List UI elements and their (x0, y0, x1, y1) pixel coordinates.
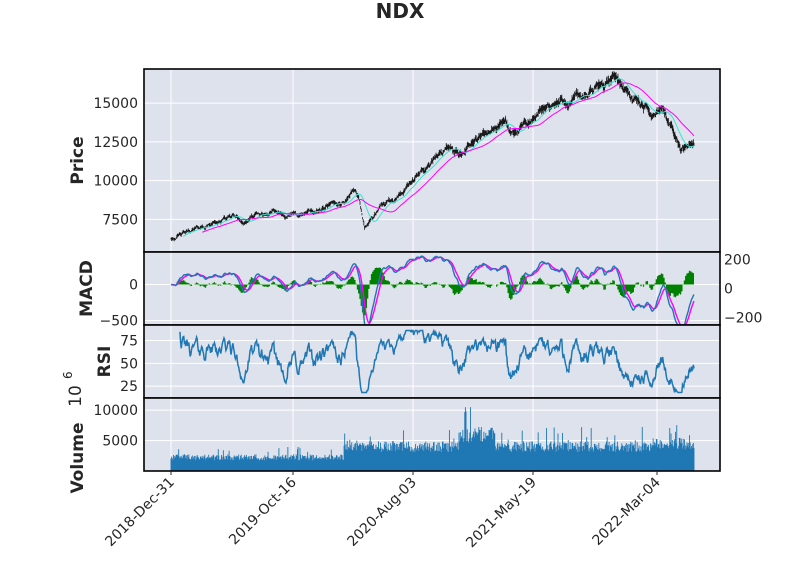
x-tick-label: 2019-Oct-16 (226, 474, 300, 548)
price-y-tick-label: 7500 (102, 212, 138, 228)
volume-frame (143, 397, 721, 472)
volume-panel: 5000 10000 Volume 10 6 (61, 371, 721, 494)
rsi-y-tick-label: 50 (120, 356, 138, 372)
price-ma-long-line (202, 82, 695, 233)
macd-y-tick-label: −500 (100, 314, 138, 330)
macd-right-tick-label: 200 (724, 252, 751, 268)
chart-title: NDX (376, 0, 425, 23)
volume-exponent-base: 10 (66, 385, 86, 407)
macd-panel: −500 0 200 0 −200 MACD (77, 251, 762, 334)
x-tick-label: 2018-Dec-31 (102, 475, 177, 550)
macd-right-tick-label: −200 (724, 311, 762, 327)
rsi-axis-label: RSI (95, 346, 115, 378)
rsi-line (179, 328, 695, 394)
volume-y-tick-label: 5000 (102, 434, 138, 450)
x-tick-label: 2021-May-19 (463, 475, 540, 552)
price-axis-label: Price (68, 136, 88, 184)
macd-right-tick-label: 0 (724, 282, 733, 298)
macd-axis-label: MACD (77, 260, 97, 317)
volume-bars (170, 407, 695, 471)
volume-y-tick-label: 10000 (93, 403, 138, 419)
macd-histogram (171, 267, 695, 316)
x-tick-label: 2022-Mar-04 (590, 474, 664, 548)
volume-axis-label: Volume (68, 422, 88, 493)
price-panel: 7500 10000 12500 15000 Price (68, 68, 721, 253)
price-y-tick-label: 10000 (93, 174, 138, 190)
price-y-tick-label: 15000 (93, 96, 138, 112)
rsi-panel: 25 50 75 RSI (95, 324, 721, 399)
rsi-y-tick-label: 75 (120, 334, 138, 350)
date-axis: 2018-Dec-31 2019-Oct-16 2020-Aug-03 2021-Ma… (102, 471, 664, 552)
macd-line (170, 255, 695, 334)
rsi-y-tick-label: 25 (120, 379, 138, 395)
price-y-tick-label: 12500 (93, 135, 138, 151)
volume-exponent-power: 6 (61, 371, 75, 379)
price-ma-short-line (182, 78, 695, 237)
x-tick-label: 2020-Aug-03 (344, 475, 419, 550)
rsi-background (144, 325, 720, 398)
volume-exponent: 10 6 (61, 371, 86, 406)
macd-y-tick-label: 0 (129, 278, 138, 294)
